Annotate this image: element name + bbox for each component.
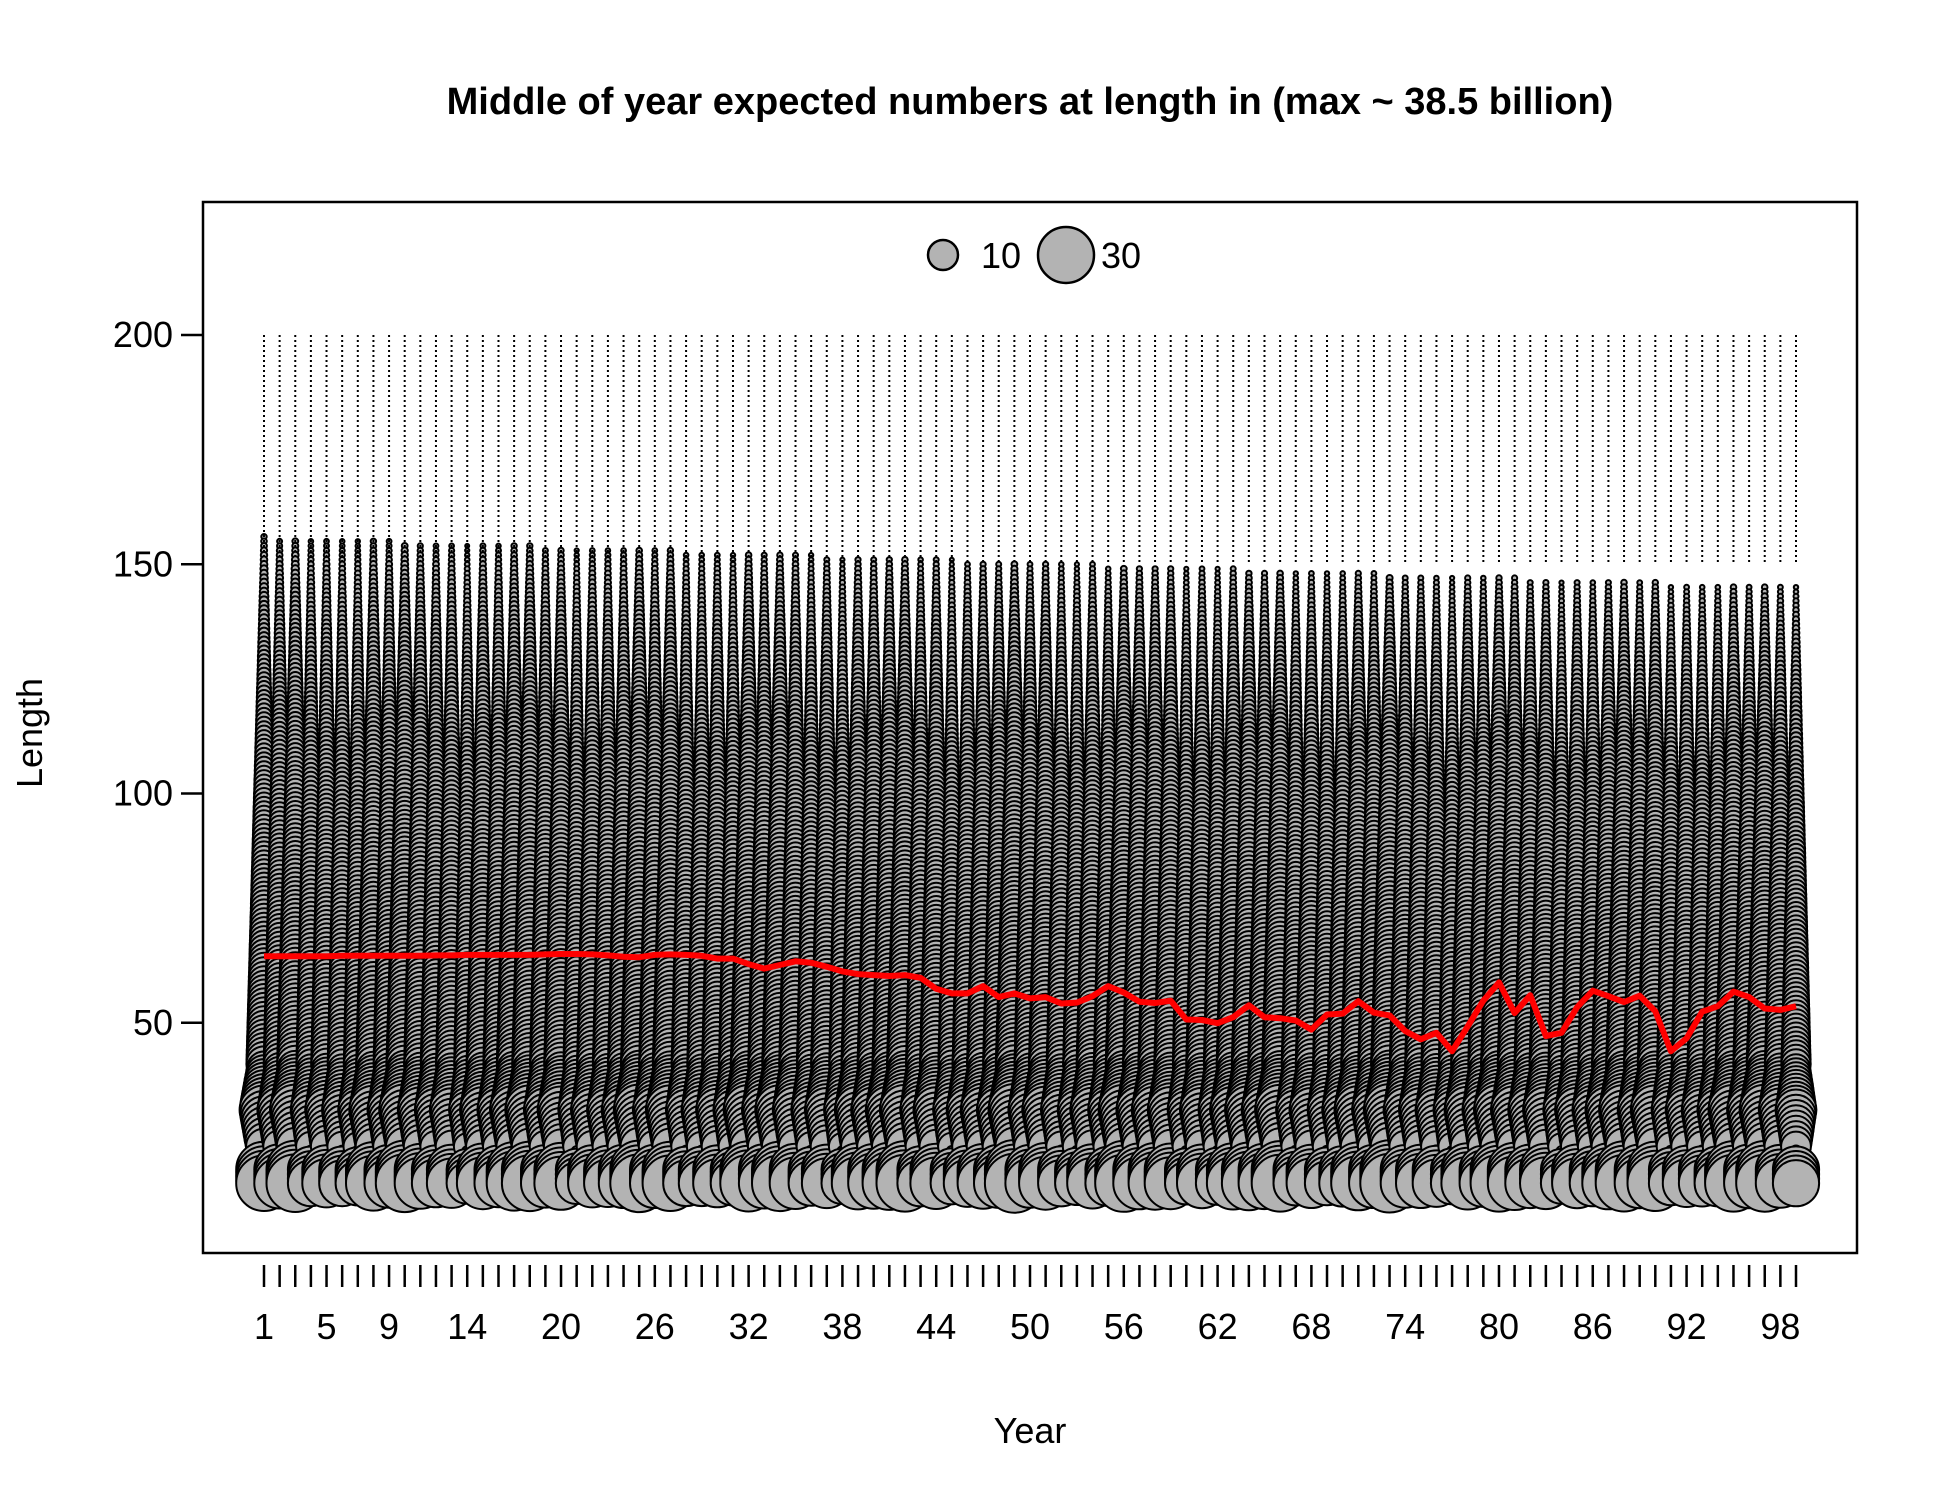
- chart-title: Middle of year expected numbers at lengt…: [447, 81, 1614, 123]
- y-axis-label: Length: [9, 678, 50, 788]
- x-axis-label: Year: [994, 1410, 1067, 1451]
- bubble-layer: [235, 533, 1821, 1214]
